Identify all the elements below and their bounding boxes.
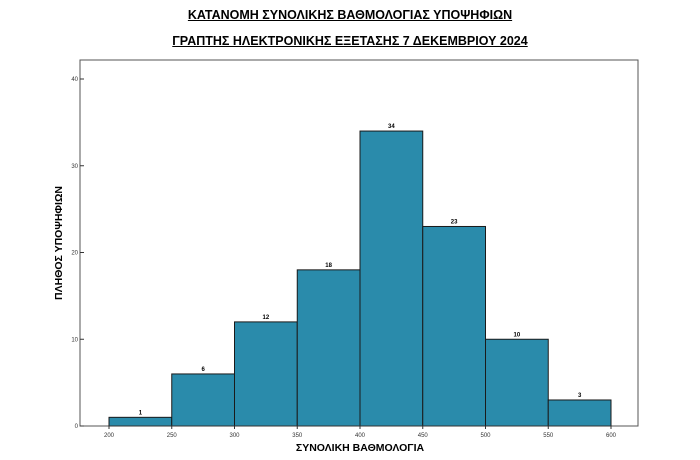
y-axis-title: ΠΛΗΘΟΣ ΥΠΟΨΗΦΙΩΝ [53,186,65,300]
histogram-bar-550-600 [547,399,612,427]
histogram-bar-350-400 [296,269,361,427]
histogram-bar-250-300 [171,373,235,427]
x-tick-label-400: 400 [355,433,366,439]
x-tick-label-200: 200 [104,433,115,439]
y-tick-label-40: 40 [71,77,78,83]
y-tick-label-0: 0 [75,424,79,430]
x-tick-label-500: 500 [480,433,491,439]
chart-subtitle: ΓΡΑΠΤΗΣ ΗΛΕΚΤΡΟΝΙΚΗΣ ΕΞΕΤΑΣΗΣ 7 ΔΕΚΕΜΒΡΙ… [172,34,528,48]
x-tick-label-550: 550 [543,433,554,439]
x-tick-label-300: 300 [229,433,240,439]
x-tick-label-450: 450 [418,433,429,439]
histogram-bar-400-450 [359,130,424,427]
x-tick-label-600: 600 [606,433,617,439]
x-tick-label-250: 250 [167,433,178,439]
data-label-450-500: 23 [451,219,458,225]
data-label-550-600: 3 [578,393,582,399]
histogram-bar-200-250 [108,416,173,427]
data-label-400-450: 34 [388,124,395,130]
x-tick-label-350: 350 [292,433,303,439]
y-tick-label-20: 20 [71,251,78,257]
histogram-bar-300-350 [234,321,298,427]
data-label-500-550: 10 [514,332,521,338]
y-axis: 0 10 20 30 40 [71,77,84,430]
data-label-250-300: 6 [201,367,205,373]
y-tick-label-10: 10 [71,337,78,343]
bars-group: 1 6 12 18 34 23 10 3 [108,124,612,427]
chart-title: ΚΑΤΑΝΟΜΗ ΣΥΝΟΛΙΚΗΣ ΒΑΘΜΟΛΟΓΙΑΣ ΥΠΟΨΗΦΙΩΝ [187,8,513,22]
y-tick-label-30: 30 [71,164,78,170]
data-label-300-350: 12 [263,315,270,321]
data-label-200-250: 1 [139,410,143,416]
histogram-bar-450-500 [422,225,486,427]
data-label-350-400: 18 [325,263,332,269]
x-axis-title: ΣΥΝΟΛΙΚΗ ΒΑΘΜΟΛΟΓΙΑ [296,442,425,454]
histogram-bar-500-550 [485,338,549,427]
x-axis: 200 250 300 350 400 450 500 550 600 [104,425,617,439]
